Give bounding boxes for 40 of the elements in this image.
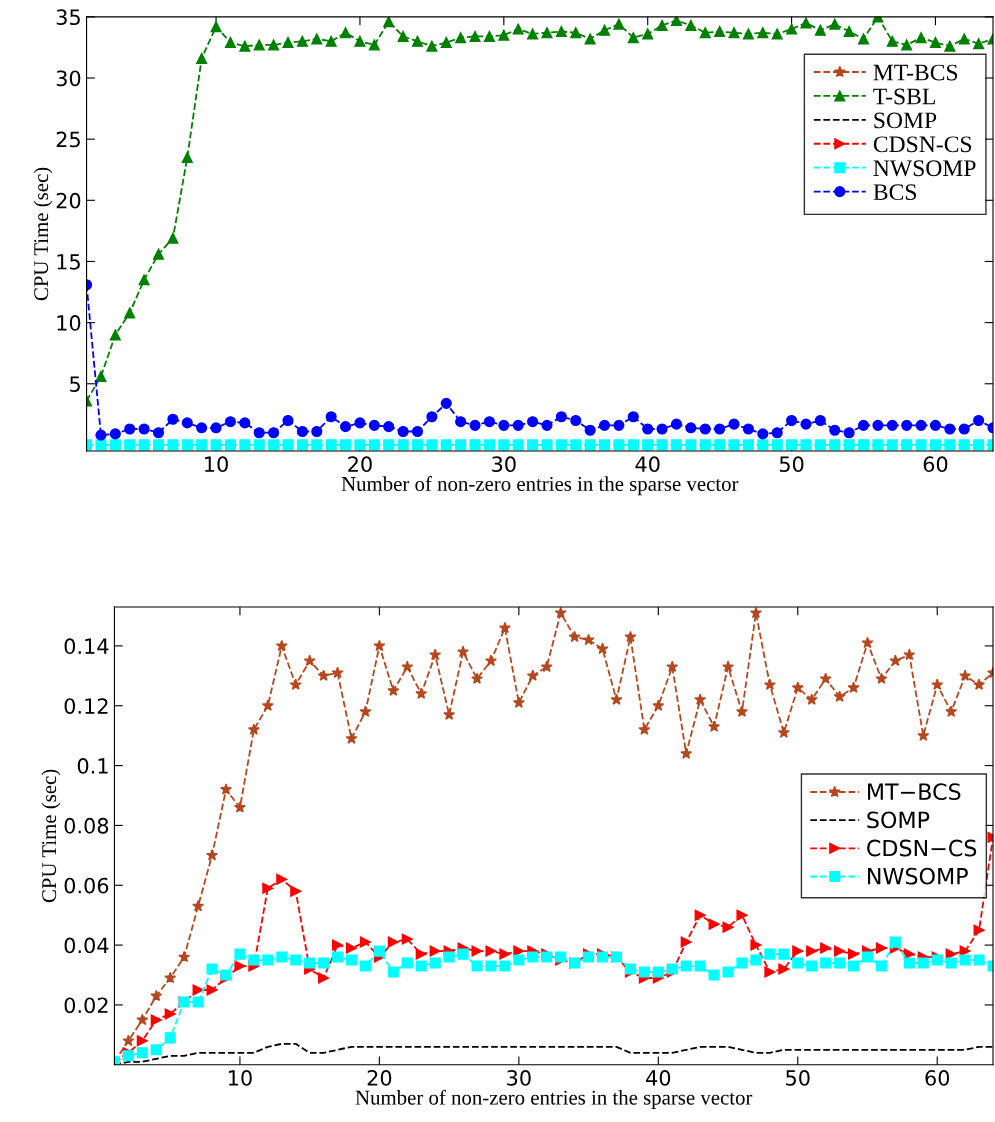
x-tick-label: 10 xyxy=(228,1070,252,1086)
y-tick-label: 0.06 xyxy=(64,877,109,894)
legend-label: NWSOMP xyxy=(873,160,976,177)
y-tick-label: 0.04 xyxy=(64,937,109,954)
x-tick-label: 50 xyxy=(786,1070,810,1086)
x-axis-title: Number of non-zero entries in the sparse vector xyxy=(355,1089,753,1109)
x-tick-label: 10 xyxy=(205,456,228,473)
y-tick-label: 5 xyxy=(70,376,80,392)
y-axis-title: CPU Time (sec) xyxy=(33,167,53,301)
x-tick-label: 60 xyxy=(925,1070,950,1086)
x-tick-label: 60 xyxy=(923,456,948,473)
x-tick-label: 30 xyxy=(492,456,516,473)
legend-label: CDSN-CS xyxy=(873,136,972,153)
legend-label: BCS xyxy=(873,184,916,201)
y-tick-label: 35 xyxy=(56,9,80,26)
y-tick-label: 0.02 xyxy=(64,997,108,1014)
y-tick-label: 0.14 xyxy=(64,638,109,655)
y-tick-label: 25 xyxy=(56,131,80,148)
legend-label: MT−BCS xyxy=(868,783,961,801)
x-tick-label: 30 xyxy=(507,1070,531,1086)
x-tick-label: 40 xyxy=(646,1070,671,1086)
y-tick-label: 0.12 xyxy=(64,698,108,714)
y-tick-label: 30 xyxy=(56,70,81,87)
legend-label: SOMP xyxy=(874,112,937,129)
y-tick-label: 15 xyxy=(57,254,80,270)
y-tick-label: 0.08 xyxy=(64,817,109,834)
legend-label: T-SBL xyxy=(873,88,935,105)
x-tick-label: 50 xyxy=(779,456,804,473)
x-tick-label: 20 xyxy=(348,456,372,473)
y-tick-label: 20 xyxy=(56,192,81,209)
x-tick-label: 20 xyxy=(367,1070,392,1086)
x-axis-title: Number of non-zero entries in the sparse vector xyxy=(341,476,739,496)
y-tick-label: 10 xyxy=(57,315,81,331)
legend-label: MT-BCS xyxy=(873,64,958,81)
x-tick-label: 40 xyxy=(635,456,660,473)
legend-label: NWSOMP xyxy=(868,867,968,885)
y-tick-label: 0.1 xyxy=(77,758,108,774)
y-axis-title: CPU Time (sec) xyxy=(41,769,61,903)
legend-label: SOMP xyxy=(867,811,930,829)
legend-label: CDSN−CS xyxy=(867,839,977,857)
